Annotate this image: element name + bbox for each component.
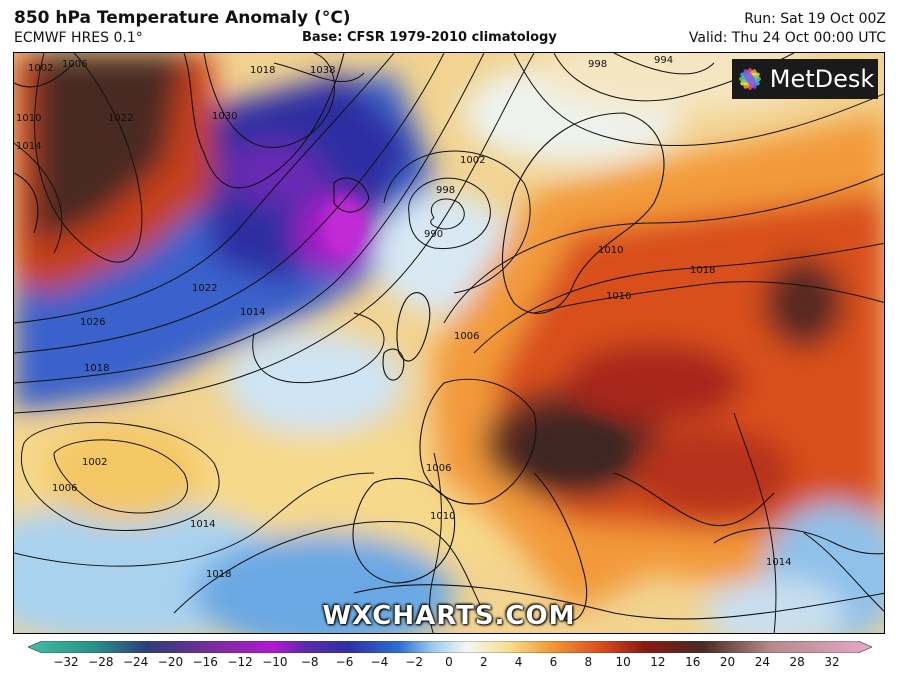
- colorbar-tick-label: 6: [549, 655, 558, 669]
- colorbar-tick-label: 0: [445, 655, 453, 669]
- isobars: [14, 53, 884, 633]
- logo-text: MetDesk: [769, 65, 875, 93]
- chart-title: 850 hPa Temperature Anomaly (°C): [14, 8, 351, 28]
- flower-logo-icon: [738, 68, 761, 90]
- colorbar-tick-label: 2: [479, 655, 488, 669]
- isobar-label: 990: [424, 229, 443, 240]
- colorbar-tick-label: −2: [405, 655, 424, 669]
- map-canvas: 1002 1006 1010 1022 1014 1030 1038 1018 …: [14, 53, 884, 633]
- isobar-label: 1002: [28, 63, 53, 74]
- colorbar-tick-label: −8: [300, 655, 319, 669]
- isobar-label: 1018: [690, 265, 715, 276]
- colorbar-tick-label: −10: [262, 655, 288, 669]
- isobar-label: 1022: [192, 283, 217, 294]
- isobar-label: 1022: [108, 113, 133, 124]
- colorbar-ticks: −32 −28 −24 −20 −16 −12 −10 −8 −6 −4 −2 0 2 4 6 8 10 12 16…: [0, 655, 900, 677]
- isobar-label: 1006: [62, 59, 87, 70]
- isobar-label: 1014: [16, 141, 41, 152]
- colorbar-tick-label: −12: [227, 655, 253, 669]
- isobar-label: 1002: [82, 457, 107, 468]
- isobar-label: 1018: [250, 65, 275, 76]
- colorbar-tick-label: 4: [514, 655, 523, 669]
- isobar-label: 1038: [310, 65, 335, 76]
- colorbar-tick-label: 28: [789, 655, 805, 669]
- colorbar-tick-label: 12: [650, 655, 666, 669]
- coastlines: [14, 53, 884, 622]
- metdesk-logo: MetDesk: [732, 59, 878, 99]
- colorbar-tick-label: 20: [719, 655, 736, 669]
- colorbar-tick-label: 32: [824, 655, 840, 669]
- anomaly-map: 1002 1006 1010 1022 1014 1030 1038 1018 …: [13, 52, 885, 634]
- colorbar-tick-label: 16: [685, 655, 701, 669]
- colorbar-tick-label: −20: [157, 655, 184, 669]
- isobar-label: 1010: [606, 291, 631, 302]
- colorbar-tick-label: 8: [584, 655, 593, 669]
- isobar-label: 1006: [454, 331, 479, 342]
- colorbar: [28, 641, 872, 653]
- isobar-label: 1026: [80, 317, 105, 328]
- colorbar-tick-label: −16: [192, 655, 218, 669]
- isobar-label: 1006: [52, 483, 77, 494]
- isobar-label: 998: [436, 185, 455, 196]
- colorbar-tick-label: −24: [122, 655, 149, 669]
- isobar-label: 1014: [240, 307, 265, 318]
- isobar-label: 1010: [16, 113, 41, 124]
- isobar-label: 1030: [212, 111, 237, 122]
- model-label: ECMWF HRES 0.1°: [14, 30, 143, 46]
- colorbar-gradient: [28, 641, 872, 653]
- isobar-label: 1018: [206, 569, 231, 580]
- isobar-label: 1018: [84, 363, 109, 374]
- valid-time-label: Valid: Thu 24 Oct 00:00 UTC: [688, 30, 886, 46]
- isobar-label: 1002: [460, 155, 485, 166]
- colorbar-tick-label: −32: [53, 655, 79, 669]
- climatology-base-label: Base: CFSR 1979-2010 climatology: [302, 30, 557, 45]
- isobar-labels: 1002 1006 1010 1022 1014 1030 1038 1018 …: [16, 55, 791, 580]
- colorbar-tick-label: 10: [615, 655, 631, 669]
- isobar-label: 1014: [766, 557, 791, 568]
- isobar-label: 994: [654, 55, 673, 66]
- run-time-label: Run: Sat 19 Oct 00Z: [744, 11, 886, 27]
- wxcharts-watermark: WXCHARTS.COM: [322, 601, 576, 631]
- colorbar-tick-label: −28: [88, 655, 114, 669]
- colorbar-tick-label: −4: [370, 655, 389, 669]
- isobar-label: 1014: [190, 519, 215, 530]
- isobar-label: 1006: [426, 463, 451, 474]
- colorbar-tick-label: −6: [335, 655, 354, 669]
- isobar-label: 998: [588, 59, 607, 70]
- isobar-label: 1010: [430, 511, 455, 522]
- isobar-label: 1010: [598, 245, 623, 256]
- colorbar-tick-label: 24: [754, 655, 770, 669]
